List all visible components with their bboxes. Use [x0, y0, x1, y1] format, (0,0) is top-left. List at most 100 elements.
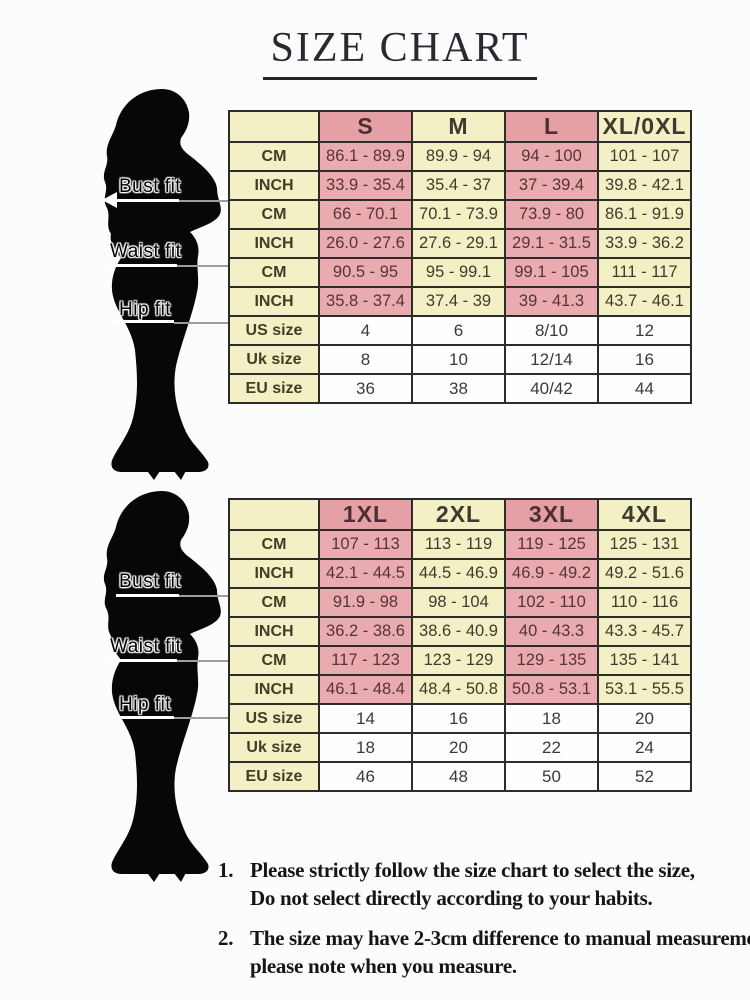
page-title: SIZE CHART — [262, 24, 538, 80]
size-header: XL/0XL — [597, 110, 692, 143]
value-cell: 135 - 141 — [597, 645, 692, 676]
value-cell: 110 - 116 — [597, 587, 692, 618]
row-label: EU size — [228, 761, 320, 792]
value-cell: 53.1 - 55.5 — [597, 674, 692, 705]
value-cell: 46.1 - 48.4 — [318, 674, 413, 705]
value-cell: 27.6 - 29.1 — [411, 228, 506, 259]
note-line: The size may have 2-3cm difference to ma… — [250, 926, 750, 950]
value-cell: 89.9 - 94 — [411, 141, 506, 172]
table-row: EU size 36 38 40/42 44 — [228, 373, 692, 404]
note-number: 1. — [218, 858, 234, 882]
table-row: INCH 33.9 - 35.4 35.4 - 37 37 - 39.4 39.8 - … — [228, 170, 692, 201]
row-label: Uk size — [228, 344, 320, 375]
table-row: US size 4 6 8/10 12 — [228, 315, 692, 346]
table-row: INCH 36.2 - 38.6 38.6 - 40.9 40 - 43.3 43.3 … — [228, 616, 692, 647]
value-cell: 33.9 - 35.4 — [318, 170, 413, 201]
row-label: INCH — [228, 616, 320, 647]
value-cell: 86.1 - 91.9 — [597, 199, 692, 230]
value-cell: 20 — [597, 703, 692, 734]
row-label: INCH — [228, 558, 320, 589]
empty-corner-cell — [228, 498, 320, 531]
header-row: 1XL 2XL 3XL 4XL — [228, 498, 692, 531]
size-table-s-to-xl: S M L XL/0XL CM 86.1 - 89.9 89.9 - 94 94 - … — [228, 110, 692, 404]
row-label: CM — [228, 141, 320, 172]
value-cell: 101 - 107 — [597, 141, 692, 172]
value-cell: 10 — [411, 344, 506, 375]
note-line: Do not select directly according to your… — [250, 886, 653, 910]
value-cell: 46.9 - 49.2 — [504, 558, 599, 589]
value-cell: 49.2 - 51.6 — [597, 558, 692, 589]
value-cell: 86.1 - 89.9 — [318, 141, 413, 172]
value-cell: 26.0 - 27.6 — [318, 228, 413, 259]
table-row: Uk size 8 10 12/14 16 — [228, 344, 692, 375]
value-cell: 8/10 — [504, 315, 599, 346]
table-row: INCH 42.1 - 44.5 44.5 - 46.9 46.9 - 49.2 49.… — [228, 558, 692, 589]
value-cell: 119 - 125 — [504, 529, 599, 560]
bust-fit-connector-line — [179, 200, 229, 202]
value-cell: 37.4 - 39 — [411, 286, 506, 317]
table-row: INCH 26.0 - 27.6 27.6 - 29.1 29.1 - 31.5 33.… — [228, 228, 692, 259]
table-row: INCH 46.1 - 48.4 48.4 - 50.8 50.8 - 53.1 53.… — [228, 674, 692, 705]
value-cell: 36 — [318, 373, 413, 404]
table-row: EU size 46 48 50 52 — [228, 761, 692, 792]
size-header: 1XL — [318, 498, 413, 531]
value-cell: 39.8 - 42.1 — [597, 170, 692, 201]
value-cell: 94 - 100 — [504, 141, 599, 172]
row-label: EU size — [228, 373, 320, 404]
note-line: Please strictly follow the size chart to… — [250, 858, 695, 882]
waist-fit-connector-line — [177, 265, 229, 267]
table-row: INCH 35.8 - 37.4 37.4 - 39 39 - 41.3 43.7 - … — [228, 286, 692, 317]
value-cell: 35.8 - 37.4 — [318, 286, 413, 317]
value-cell: 117 - 123 — [318, 645, 413, 676]
value-cell: 14 — [318, 703, 413, 734]
row-label: US size — [228, 703, 320, 734]
value-cell: 33.9 - 36.2 — [597, 228, 692, 259]
value-cell: 29.1 - 31.5 — [504, 228, 599, 259]
value-cell: 20 — [411, 732, 506, 763]
value-cell: 12 — [597, 315, 692, 346]
table-row: CM 90.5 - 95 95 - 99.1 99.1 - 105 111 - 117 — [228, 257, 692, 288]
table-row: Uk size 18 20 22 24 — [228, 732, 692, 763]
row-label: INCH — [228, 674, 320, 705]
value-cell: 43.7 - 46.1 — [597, 286, 692, 317]
value-cell: 22 — [504, 732, 599, 763]
value-cell: 48.4 - 50.8 — [411, 674, 506, 705]
value-cell: 99.1 - 105 — [504, 257, 599, 288]
row-label: Uk size — [228, 732, 320, 763]
row-label: US size — [228, 315, 320, 346]
hip-fit-label: Hip fit — [119, 299, 172, 320]
hip-fit-connector-line — [174, 322, 229, 324]
woman-silhouette-top — [84, 86, 236, 480]
size-header: 3XL — [504, 498, 599, 531]
value-cell: 4 — [318, 315, 413, 346]
value-cell: 52 — [597, 761, 692, 792]
size-header: M — [411, 110, 506, 143]
size-table-1xl-to-4xl: 1XL 2XL 3XL 4XL CM 107 - 113 113 - 119 119 … — [228, 498, 692, 792]
value-cell: 48 — [411, 761, 506, 792]
row-label: CM — [228, 645, 320, 676]
value-cell: 43.3 - 45.7 — [597, 616, 692, 647]
value-cell: 37 - 39.4 — [504, 170, 599, 201]
value-cell: 95 - 99.1 — [411, 257, 506, 288]
value-cell: 39 - 41.3 — [504, 286, 599, 317]
woman-silhouette-bottom — [84, 488, 236, 882]
value-cell: 123 - 129 — [411, 645, 506, 676]
size-header: 2XL — [411, 498, 506, 531]
value-cell: 38 — [411, 373, 506, 404]
woman-silhouette-icon — [103, 89, 221, 480]
value-cell: 44 — [597, 373, 692, 404]
value-cell: 38.6 - 40.9 — [411, 616, 506, 647]
bust-fit-label: Bust fit — [119, 176, 182, 197]
size-header: S — [318, 110, 413, 143]
value-cell: 113 - 119 — [411, 529, 506, 560]
waist-fit-underline — [107, 264, 177, 267]
waist-fit-connector-line — [177, 660, 229, 662]
value-cell: 46 — [318, 761, 413, 792]
value-cell: 129 - 135 — [504, 645, 599, 676]
size-header: 4XL — [597, 498, 692, 531]
table-row: US size 14 16 18 20 — [228, 703, 692, 734]
value-cell: 50 — [504, 761, 599, 792]
value-cell: 125 - 131 — [597, 529, 692, 560]
hip-fit-connector-line — [174, 717, 229, 719]
note-line: please note when you measure. — [250, 954, 517, 978]
